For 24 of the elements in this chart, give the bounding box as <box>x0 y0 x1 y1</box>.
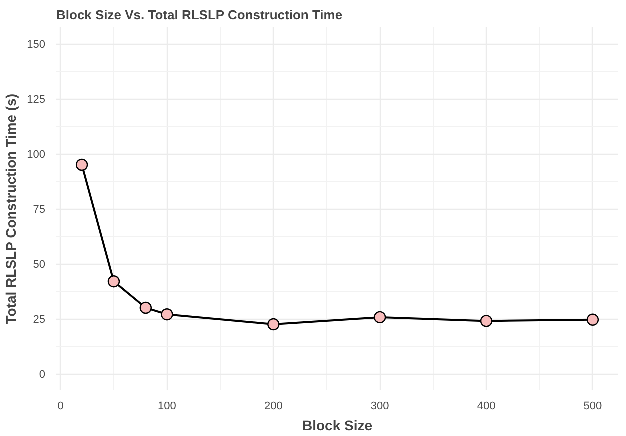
point <box>140 302 152 314</box>
point <box>586 314 600 326</box>
point <box>268 318 280 331</box>
y-tick-label: 100 <box>27 149 46 161</box>
point <box>108 276 120 288</box>
x-tick-label: 0 <box>58 400 64 412</box>
point <box>480 315 493 328</box>
point <box>76 158 88 172</box>
x-tick-label: 400 <box>477 400 496 412</box>
x-tick-label: 300 <box>370 400 390 412</box>
y-tick-label: 75 <box>33 204 46 216</box>
x-tick-label: 100 <box>158 400 176 412</box>
y-axis-title: Total RLSLP Construction Time (s) <box>3 94 20 324</box>
y-tick-label: 125 <box>27 94 46 106</box>
y-tick-label: 50 <box>33 259 46 271</box>
y-tick-label: 0 <box>39 369 46 381</box>
y-tick-label: 150 <box>27 39 46 51</box>
y-tick-label: 25 <box>33 314 46 326</box>
x-tick-label: 200 <box>264 400 283 412</box>
chart-title: Block Size Vs. Total RLSLP Construction Time <box>56 8 343 22</box>
x-axis-title: Block Size <box>302 418 373 434</box>
x-tick-label: 500 <box>584 400 602 412</box>
point <box>161 308 174 321</box>
point <box>374 311 386 324</box>
